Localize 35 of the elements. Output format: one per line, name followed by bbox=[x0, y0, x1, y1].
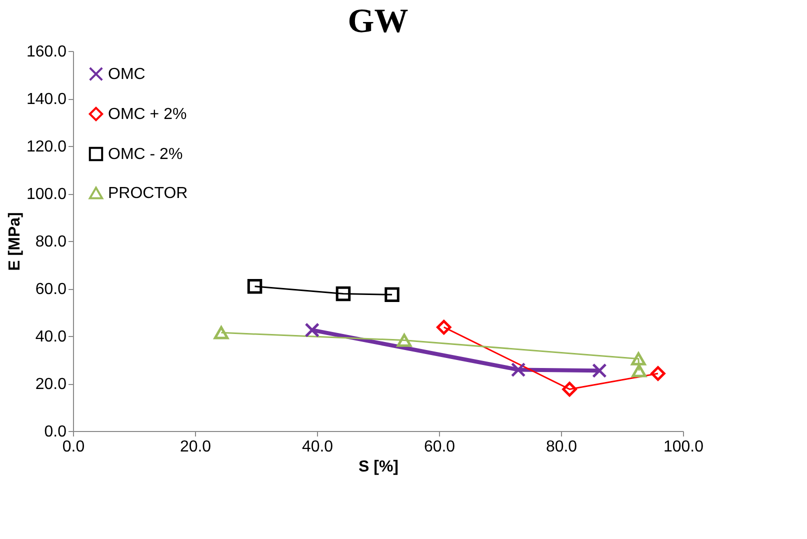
x-tick-label: 80.0 bbox=[546, 438, 578, 456]
point bbox=[336, 286, 351, 302]
y-tick-label: 0.0 bbox=[44, 424, 67, 440]
point bbox=[396, 334, 412, 347]
y-tick-label: 20.0 bbox=[35, 376, 67, 393]
y-axis-title: E [MPa] bbox=[6, 212, 24, 271]
point bbox=[214, 326, 229, 340]
point bbox=[650, 366, 666, 381]
x-tick-label: 0.0 bbox=[62, 438, 85, 456]
chart-title: GW bbox=[348, 3, 408, 40]
x-axis-title: S [%] bbox=[358, 458, 398, 476]
legend-label: OMC bbox=[108, 66, 146, 83]
point bbox=[247, 278, 262, 294]
y-tick-label: 140.0 bbox=[26, 91, 67, 108]
point bbox=[384, 287, 400, 302]
y-tick-label: 160.0 bbox=[26, 44, 67, 60]
x-tick-label: 60.0 bbox=[424, 438, 456, 456]
point bbox=[632, 364, 646, 378]
point bbox=[631, 352, 646, 366]
y-tick-label: 60.0 bbox=[35, 281, 67, 298]
legend-label: PROCTOR bbox=[108, 185, 188, 202]
y-tick-label: 100.0 bbox=[26, 186, 67, 203]
x-tick-label: 40.0 bbox=[302, 438, 334, 456]
y-tick-label: 80.0 bbox=[35, 234, 67, 250]
point bbox=[592, 363, 607, 378]
x-tick-label: 20.0 bbox=[180, 438, 212, 456]
point bbox=[562, 382, 577, 397]
point bbox=[436, 320, 452, 335]
y-tick-label: 120.0 bbox=[26, 138, 67, 156]
x-tick-label: 100.0 bbox=[663, 438, 704, 456]
y-tick-label: 40.0 bbox=[35, 328, 67, 346]
legend-label: OMC - 2% bbox=[108, 146, 183, 163]
legend-label: OMC + 2% bbox=[108, 106, 187, 123]
point bbox=[510, 362, 526, 378]
point bbox=[304, 322, 320, 338]
